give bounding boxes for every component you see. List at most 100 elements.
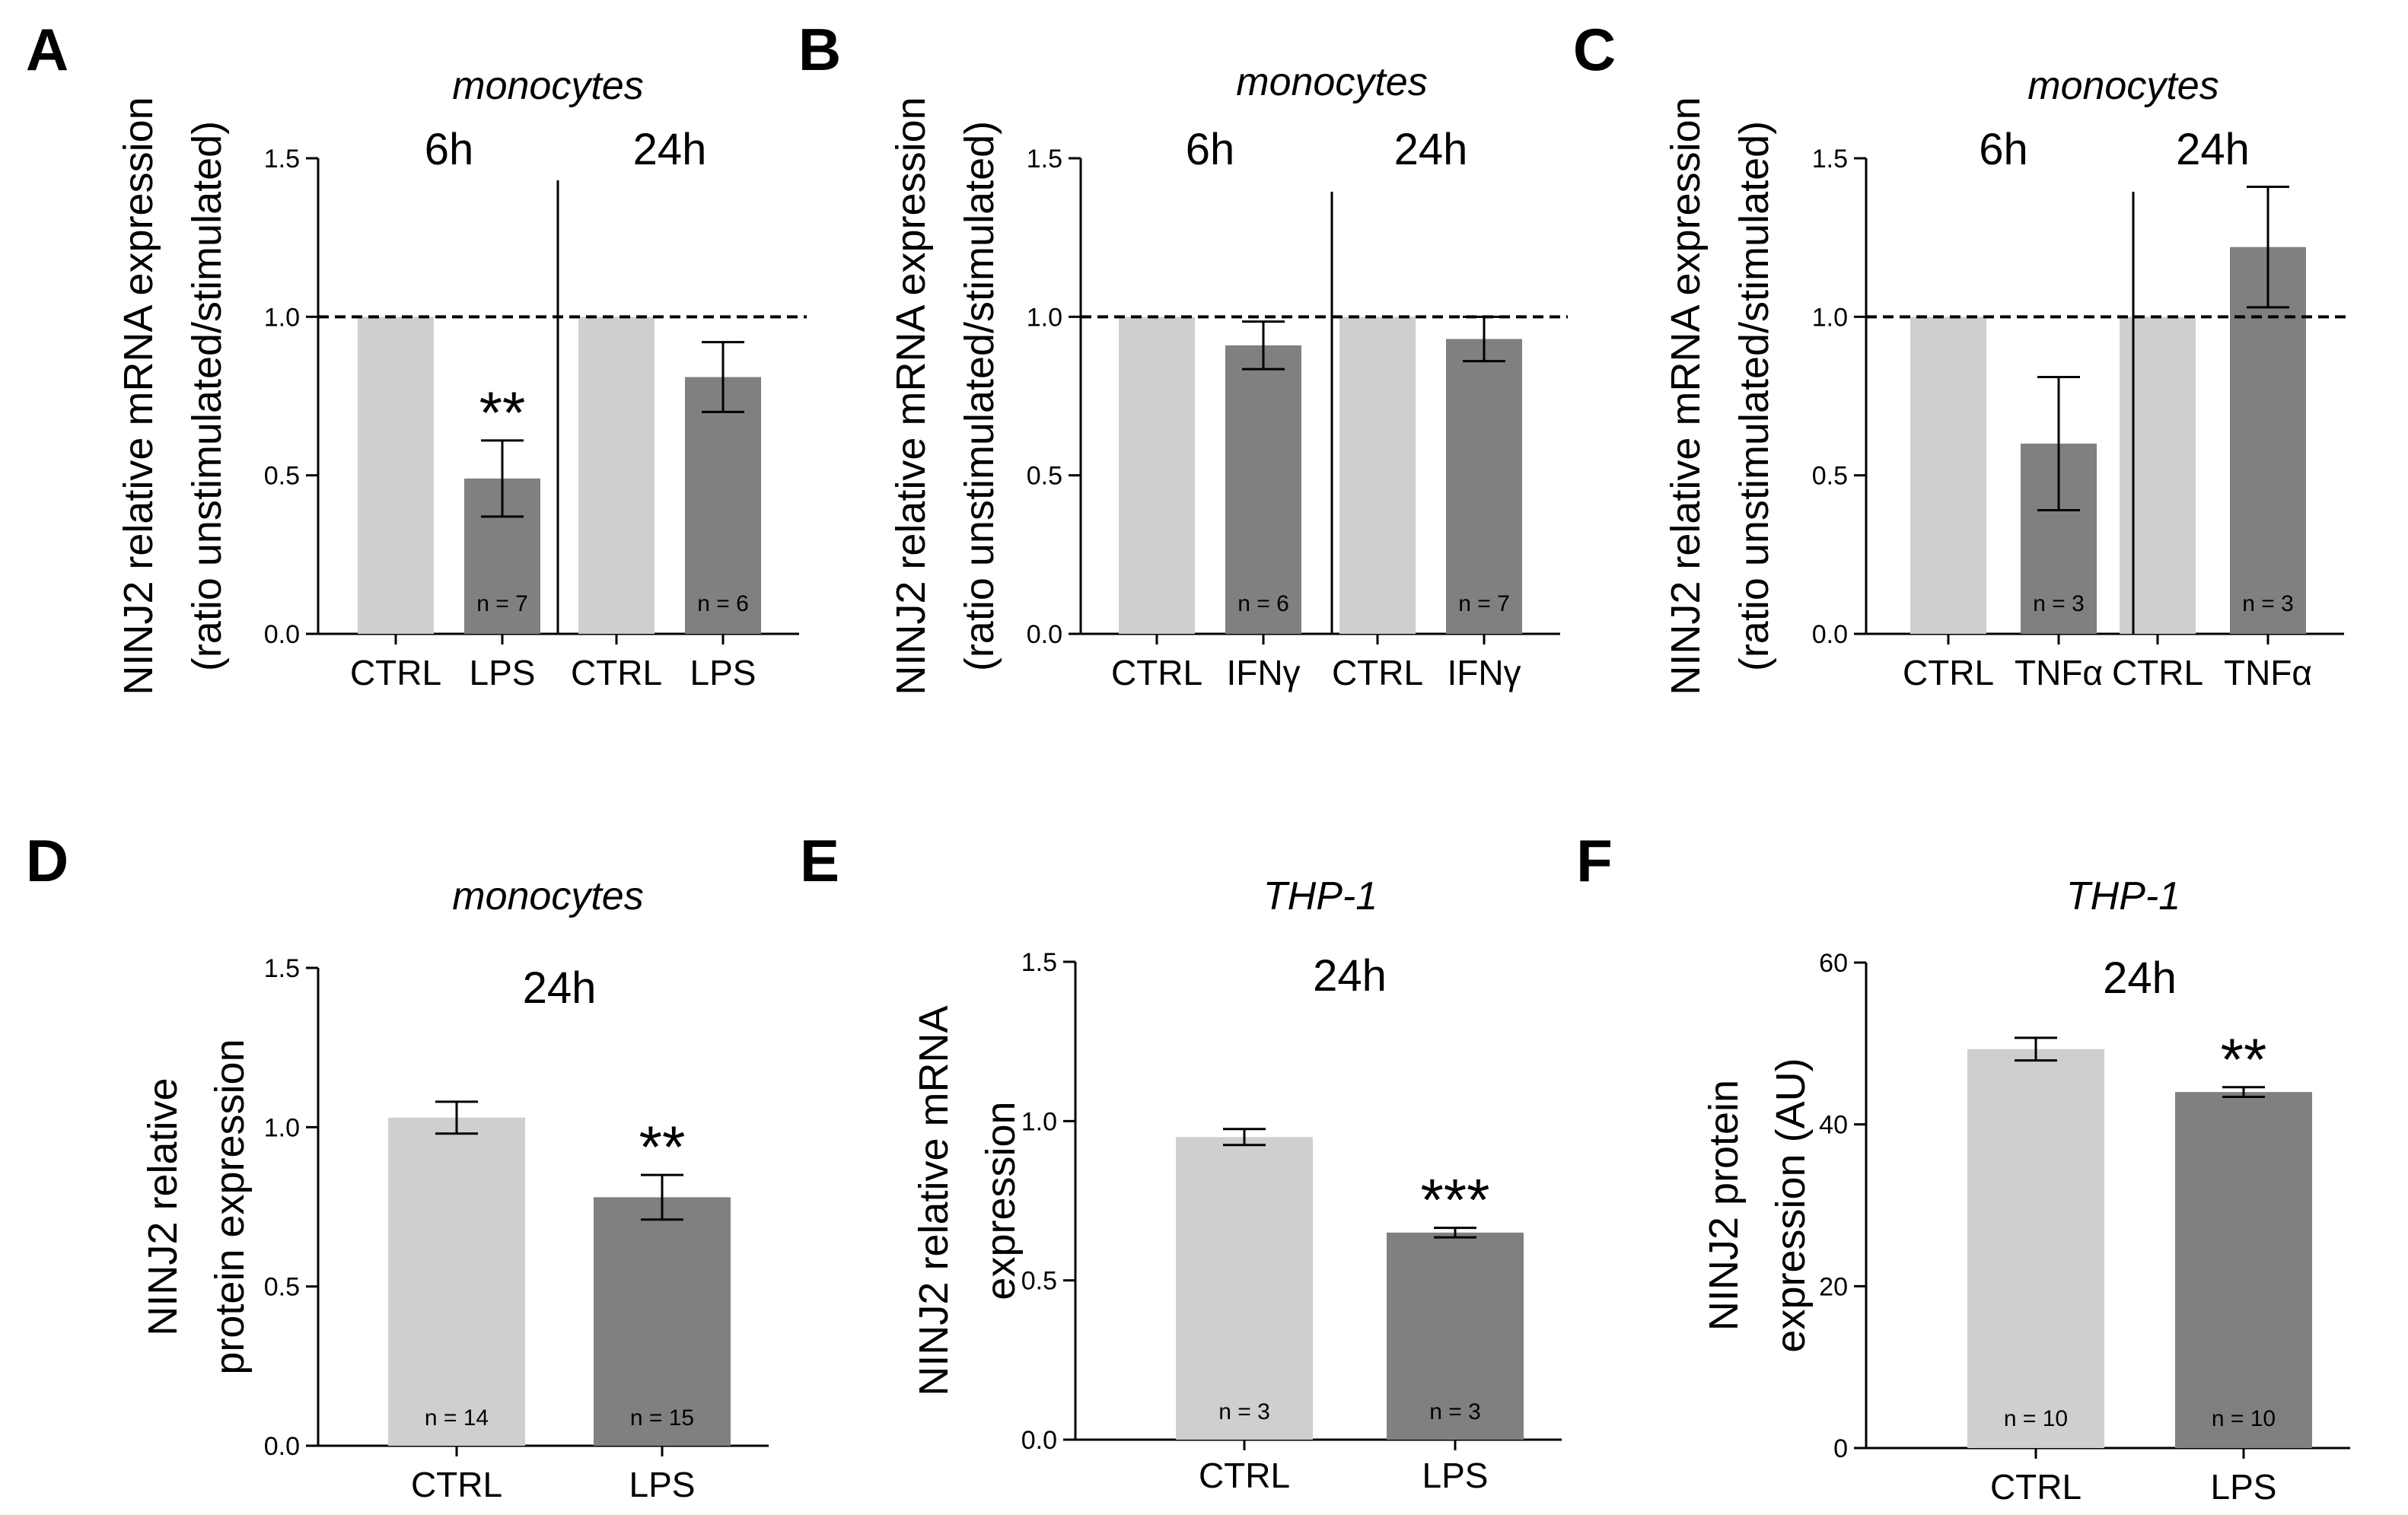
n-label: n = 3 <box>1218 1399 1270 1424</box>
y-axis-label: NINJ2 relative mRNA expression <box>888 97 934 695</box>
y-tick-label: 0.5 <box>264 1273 300 1302</box>
significance-label: *** <box>1420 1166 1489 1233</box>
panel-subtitle: monocytes <box>1236 60 1427 104</box>
y-tick-label: 40 <box>1819 1111 1848 1140</box>
y-tick-label: 1.5 <box>264 954 300 983</box>
x-category-label: CTRL <box>2112 653 2203 692</box>
bar-treated <box>2230 247 2306 634</box>
n-label: n = 3 <box>2033 591 2085 616</box>
bar-treated <box>1387 1232 1524 1440</box>
time-label: 24h <box>2176 125 2250 174</box>
panel-subtitle: monocytes <box>452 874 643 918</box>
y-tick-label: 0.0 <box>1812 620 1848 649</box>
y-axis-label: (ratio unstimulated/stimulated) <box>957 121 1002 671</box>
n-label: n = 7 <box>476 591 528 616</box>
time-label: 6h <box>425 125 474 174</box>
x-category-label: TNFα <box>2015 653 2103 692</box>
y-tick-label: 1.5 <box>1021 948 1057 977</box>
y-tick-label: 1.0 <box>1812 303 1848 332</box>
y-axis-label: NINJ2 relative <box>140 1077 186 1335</box>
significance-label: ** <box>2221 1026 2267 1093</box>
y-tick-label: 0.0 <box>1021 1426 1057 1455</box>
x-category-label: CTRL <box>1199 1456 1290 1495</box>
n-label: n = 14 <box>425 1405 489 1431</box>
panel-subtitle: THP-1 <box>2066 874 2180 918</box>
n-label: n = 3 <box>1429 1399 1481 1424</box>
y-tick-label: 60 <box>1819 949 1848 978</box>
time-label: 24h <box>633 125 707 174</box>
bar-ctrl <box>2120 317 2196 634</box>
y-tick-label: 20 <box>1819 1272 1848 1301</box>
panel-letter: C <box>1573 16 1616 83</box>
x-category-label: LPS <box>2211 1467 2277 1507</box>
y-tick-label: 0.5 <box>1027 462 1062 491</box>
bar-ctrl <box>1339 317 1416 634</box>
y-axis-label: NINJ2 relative mRNA expression <box>116 97 161 695</box>
significance-label: ** <box>639 1113 686 1180</box>
bar-ctrl <box>1910 317 1986 634</box>
y-tick-label: 0.5 <box>1021 1267 1057 1296</box>
time-label: 24h <box>2103 953 2177 1003</box>
panel-letter: B <box>798 16 841 83</box>
panel-f: F THP-1 NINJ2 protein expression (AU) 0 20 40 6… <box>1576 827 2350 1507</box>
y-tick-label: 1.0 <box>264 1113 300 1142</box>
significance-label: ** <box>479 379 526 446</box>
time-label: 24h <box>523 963 597 1013</box>
y-axis-label: (ratio unstimulated/stimulated) <box>184 121 230 671</box>
y-tick-label: 0.0 <box>264 1432 300 1461</box>
panel-letter: D <box>26 827 68 894</box>
n-label: n = 10 <box>2004 1406 2068 1431</box>
panel-subtitle: THP-1 <box>1263 874 1378 918</box>
bar-treated <box>1446 339 1522 634</box>
x-category-label: LPS <box>470 653 536 692</box>
y-axis-label: expression <box>978 1101 1024 1300</box>
y-tick-label: 1.5 <box>1812 145 1848 173</box>
y-tick-label: 0.0 <box>264 620 300 649</box>
y-axis-label: NINJ2 relative mRNA expression <box>1663 97 1709 695</box>
time-label: 6h <box>1186 125 1235 174</box>
x-category-label: CTRL <box>411 1465 502 1504</box>
panel-letter: A <box>26 16 68 83</box>
x-category-label: LPS <box>1422 1456 1489 1495</box>
panel-subtitle: monocytes <box>452 64 643 108</box>
panel-letter: E <box>800 827 839 894</box>
bar-treated <box>2175 1092 2312 1448</box>
panel-letter: F <box>1576 827 1613 894</box>
y-axis-label: (ratio unstimulated/stimulated) <box>1731 121 1777 671</box>
x-category-label: CTRL <box>1332 653 1423 692</box>
y-tick-label: 1.0 <box>1027 303 1062 332</box>
y-axis-label: NINJ2 protein <box>1701 1080 1747 1331</box>
x-category-label: LPS <box>690 653 756 692</box>
x-category-label: CTRL <box>1903 653 1994 692</box>
y-axis-label: protein expression <box>207 1039 253 1374</box>
y-tick-label: 0.5 <box>264 462 300 491</box>
x-category-label: CTRL <box>1990 1467 2082 1507</box>
bar-treated <box>685 377 761 634</box>
bar-treated <box>594 1197 731 1446</box>
n-label: n = 3 <box>2242 591 2294 616</box>
bar-ctrl <box>388 1117 525 1446</box>
y-tick-label: 1.0 <box>1021 1107 1057 1136</box>
x-category-label: CTRL <box>350 653 441 692</box>
x-category-label: LPS <box>629 1465 696 1504</box>
time-label: 24h <box>1313 951 1387 1001</box>
time-label: 24h <box>1394 125 1468 174</box>
n-label: n = 15 <box>630 1405 694 1431</box>
bar-treated <box>1225 345 1301 634</box>
y-axis-label: expression (AU) <box>1768 1058 1814 1352</box>
bar-ctrl <box>1967 1049 2104 1448</box>
n-label: n = 6 <box>1237 591 1289 616</box>
bar-ctrl <box>578 317 655 634</box>
y-tick-label: 1.5 <box>1027 145 1062 173</box>
x-category-label: IFNγ <box>1226 653 1300 692</box>
y-tick-label: 0.0 <box>1027 620 1062 649</box>
y-tick-label: 0 <box>1833 1434 1848 1463</box>
y-tick-label: 1.5 <box>264 145 300 173</box>
y-axis-label: NINJ2 relative mRNA <box>911 1005 957 1396</box>
x-category-label: CTRL <box>571 653 662 692</box>
